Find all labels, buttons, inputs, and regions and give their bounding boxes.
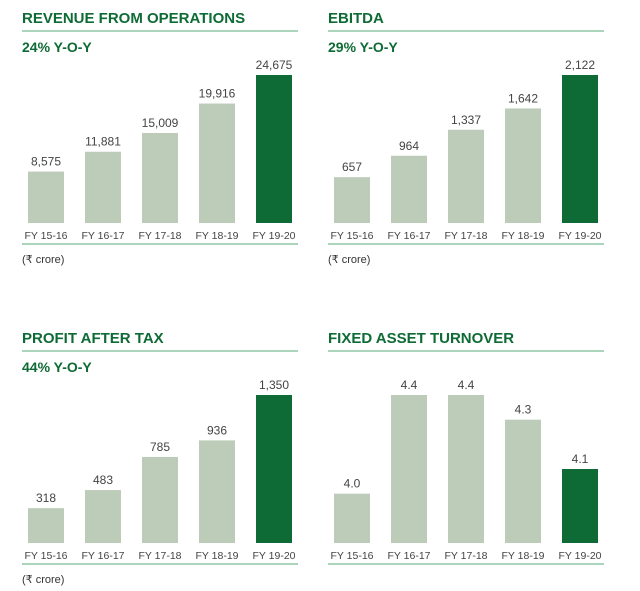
bar-fy-19-20 (256, 395, 292, 543)
data-label: 318 (36, 491, 56, 505)
data-label: 19,916 (199, 87, 236, 101)
data-label: 8,575 (31, 155, 61, 169)
bar-fy-16-17 (391, 155, 427, 223)
data-label: 657 (342, 160, 362, 174)
data-label: 964 (399, 139, 419, 153)
x-tick-label: FY 15-16 (25, 230, 68, 242)
bar-fy-17-18 (142, 456, 178, 543)
bar-fy-18-19 (199, 103, 235, 223)
x-tick-label: FY 18-19 (196, 550, 239, 562)
data-label: 2,122 (565, 58, 595, 72)
x-tick-label: FY 15-16 (25, 550, 68, 562)
x-tick-label: FY 16-17 (388, 550, 431, 562)
x-tick-label: FY 17-18 (139, 230, 182, 242)
x-tick-label: FY 19-20 (253, 230, 296, 242)
x-tick-label: FY 15-16 (331, 550, 374, 562)
bar-fy-15-16 (28, 508, 64, 543)
x-tick-label: FY 19-20 (559, 230, 602, 242)
chart-title: FIXED ASSET TURNOVER (328, 330, 514, 347)
unit-label: (₹ crore) (328, 254, 370, 266)
bar-fy-16-17 (391, 395, 427, 543)
bar-fy-16-17 (85, 151, 121, 223)
chart-subtitle: 24% Y-O-Y (22, 39, 92, 55)
data-label: 1,337 (451, 113, 481, 127)
chart-subtitle: 44% Y-O-Y (22, 359, 92, 375)
data-label: 483 (93, 473, 113, 487)
bar-fy-19-20 (562, 469, 598, 543)
data-label: 24,675 (256, 58, 293, 72)
bar-fy-17-18 (142, 132, 178, 223)
unit-label: (₹ crore) (22, 574, 64, 586)
data-label: 4.1 (572, 452, 589, 466)
bar-fy-17-18 (448, 129, 484, 223)
x-tick-label: FY 15-16 (331, 230, 374, 242)
bar-fy-19-20 (256, 75, 292, 223)
data-label: 4.3 (515, 403, 532, 417)
bar-fy-18-19 (199, 440, 235, 543)
x-tick-label: FY 19-20 (253, 550, 296, 562)
x-tick-label: FY 16-17 (82, 230, 125, 242)
x-tick-label: FY 16-17 (82, 550, 125, 562)
data-label: 11,881 (85, 135, 121, 149)
chart-title: REVENUE FROM OPERATIONS (22, 10, 245, 27)
bar-fy-15-16 (28, 171, 64, 223)
bar-fy-15-16 (334, 177, 370, 223)
chart-title: EBITDA (328, 10, 384, 27)
x-tick-label: FY 17-18 (445, 550, 488, 562)
x-tick-label: FY 17-18 (445, 230, 488, 242)
x-tick-label: FY 16-17 (388, 230, 431, 242)
bar-fy-17-18 (448, 395, 484, 543)
data-label: 936 (207, 423, 227, 437)
data-label: 4.4 (401, 378, 418, 392)
bar-fy-19-20 (562, 75, 598, 223)
chart-title: PROFIT AFTER TAX (22, 330, 164, 347)
x-tick-label: FY 18-19 (502, 550, 545, 562)
bar-fy-18-19 (505, 419, 541, 543)
x-tick-label: FY 18-19 (502, 230, 545, 242)
bar-fy-15-16 (334, 493, 370, 543)
data-label: 785 (150, 440, 170, 454)
bar-fy-18-19 (505, 108, 541, 223)
x-tick-label: FY 17-18 (139, 550, 182, 562)
bar-fy-16-17 (85, 490, 121, 543)
data-label: 1,642 (508, 91, 538, 105)
chart-subtitle: 29% Y-O-Y (328, 39, 398, 55)
data-label: 4.0 (344, 477, 361, 491)
data-label: 4.4 (458, 378, 475, 392)
data-label: 15,009 (142, 116, 179, 130)
data-label: 1,350 (259, 378, 289, 392)
x-tick-label: FY 19-20 (559, 550, 602, 562)
unit-label: (₹ crore) (22, 254, 64, 266)
x-tick-label: FY 18-19 (196, 230, 239, 242)
